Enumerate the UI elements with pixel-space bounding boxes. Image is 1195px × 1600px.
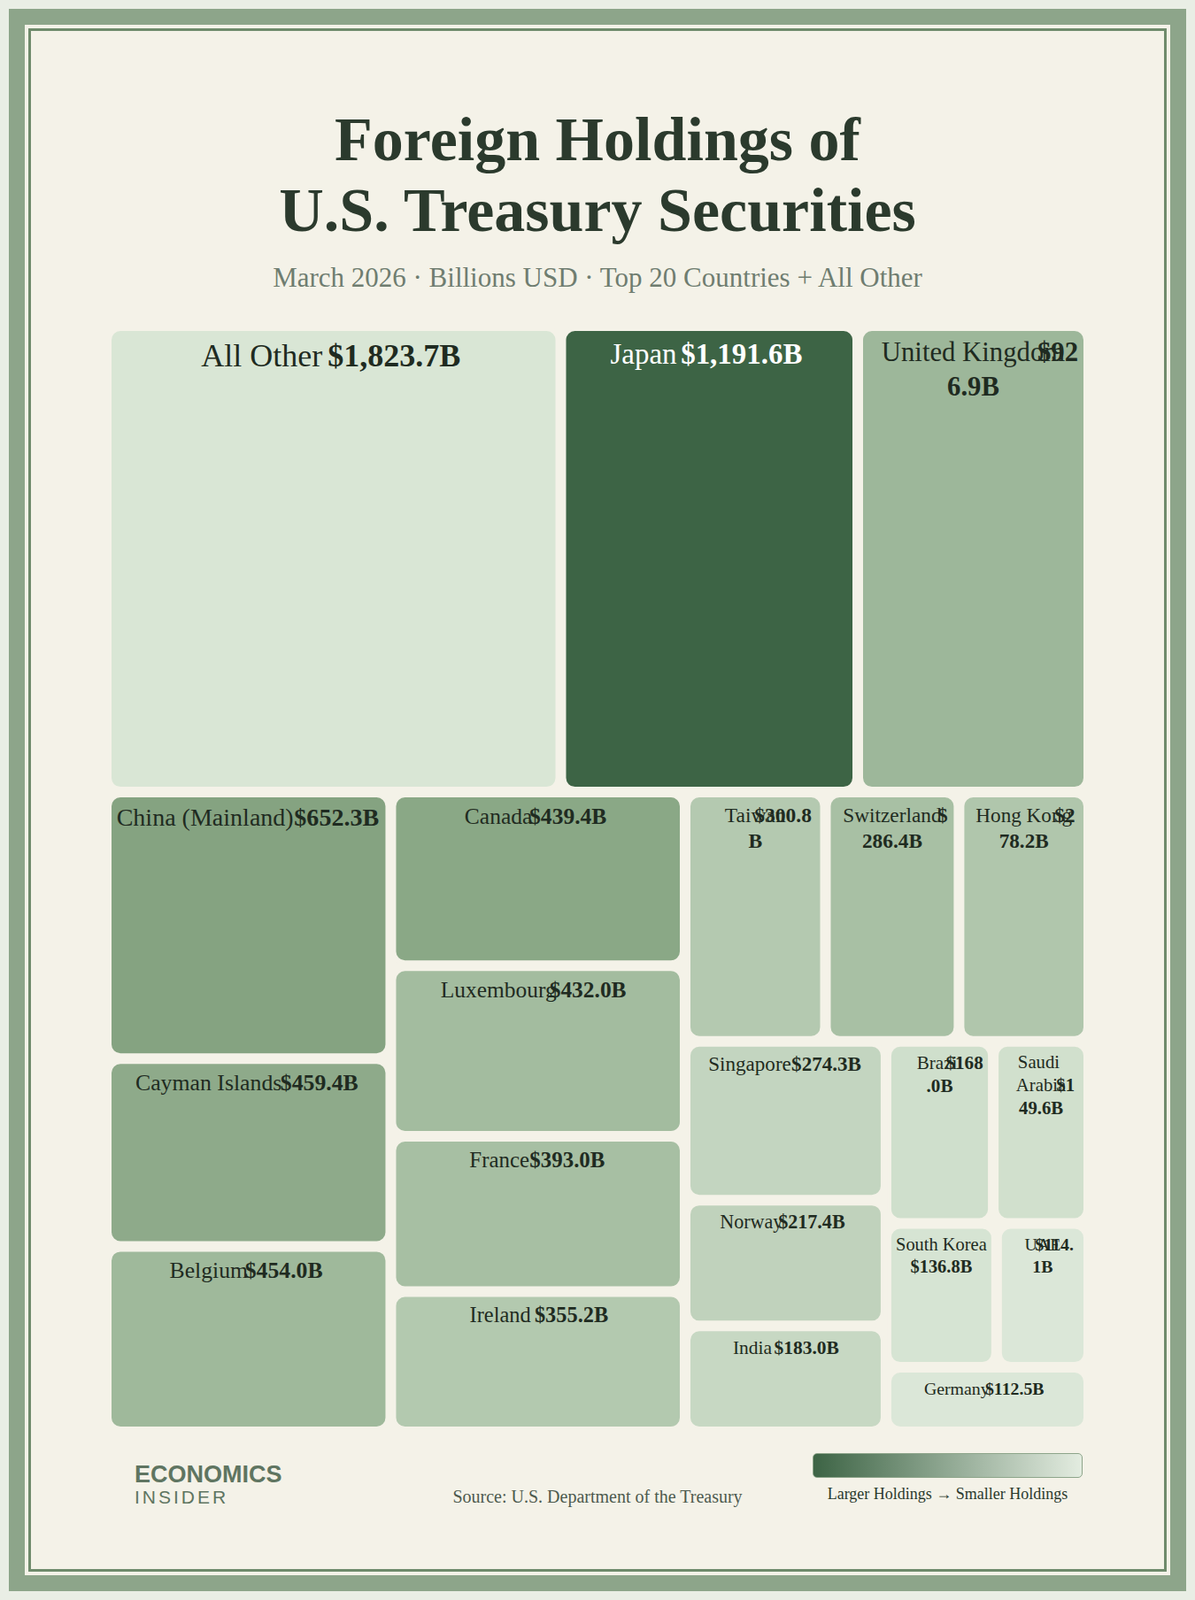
svg-text:Singapore: Singapore [708, 1052, 792, 1076]
svg-text:49.6B: 49.6B [1018, 1098, 1064, 1118]
svg-text:$: $ [937, 803, 949, 827]
html-text:March 2026 · Billions USD · To: March 2026 · Billions USD · Top 20 Count… [272, 262, 923, 293]
svg-text:South Korea: South Korea [895, 1234, 987, 1255]
html-text:ECONOMICS: ECONOMICS [134, 1461, 282, 1488]
svg-text:$355.2B: $355.2B [534, 1302, 609, 1327]
svg-text:$183.0B: $183.0B [774, 1337, 840, 1359]
svg-text:$274.3B: $274.3B [791, 1052, 862, 1076]
svg-text:6.9B: 6.9B [947, 371, 1000, 402]
svg-text:Japan: Japan [610, 338, 678, 371]
svg-text:$454.0B: $454.0B [245, 1257, 324, 1284]
svg-text:$168: $168 [946, 1052, 984, 1074]
svg-text:Belgium: Belgium [169, 1257, 248, 1284]
svg-text:$1: $1 [1056, 1075, 1075, 1095]
svg-text:United Kingdom: United Kingdom [881, 337, 1066, 368]
svg-text:$92: $92 [1037, 337, 1079, 368]
svg-text:Ireland: Ireland [470, 1302, 532, 1327]
svg-text:$1,191.6B: $1,191.6B [680, 338, 802, 371]
svg-text:1B: 1B [1032, 1256, 1053, 1277]
svg-text:$439.4B: $439.4B [529, 803, 607, 830]
svg-text:.0B: .0B [926, 1075, 954, 1097]
html-text:Foreign Holdings of U.S. Treas: Foreign Holdings of U.S. Treasury Securi… [279, 105, 916, 245]
svg-text:$652.3B: $652.3B [293, 803, 379, 832]
svg-text:$112.5B: $112.5B [985, 1379, 1045, 1399]
svg-text:78.2B: 78.2B [999, 829, 1049, 853]
svg-text:$217.4B: $217.4B [778, 1210, 846, 1234]
svg-text:China (Mainland): China (Mainland) [116, 803, 294, 832]
svg-text:Brazil: Brazil [916, 1052, 963, 1074]
svg-text:$459.4B: $459.4B [280, 1070, 359, 1096]
svg-text:India: India [732, 1337, 773, 1359]
html-text:Source: U.S. Department of the: Source: U.S. Department of the Treasury [452, 1487, 743, 1507]
svg-text:$1,823.7B: $1,823.7B [327, 338, 461, 374]
html-text:Larger Holdings → Smaller Hold: Larger Holdings → Smaller Holdings [827, 1485, 1068, 1504]
svg-text:Saudi: Saudi [1017, 1052, 1064, 1072]
svg-text:Norway: Norway [719, 1210, 783, 1234]
svg-text:Luxembourg: Luxembourg [440, 977, 557, 1003]
svg-text:286.4B: 286.4B [862, 829, 923, 853]
svg-text:Germany: Germany [924, 1379, 990, 1399]
svg-text:Arabia: Arabia [1016, 1075, 1066, 1095]
svg-text:$393.0B: $393.0B [529, 1148, 605, 1172]
svg-text:B: B [747, 829, 763, 853]
svg-text:$2: $2 [1054, 803, 1075, 827]
svg-text:Canada: Canada [464, 803, 533, 830]
svg-text:$114.: $114. [1034, 1234, 1074, 1255]
svg-text:$432.0B: $432.0B [549, 977, 627, 1003]
html-text:INSIDER: INSIDER [134, 1487, 229, 1508]
svg-text:Switzerland: Switzerland [842, 803, 942, 827]
svg-text:France: France [469, 1148, 530, 1172]
svg-text:All Other: All Other [200, 338, 323, 374]
svg-text:$300.8: $300.8 [754, 803, 812, 827]
svg-text:$136.8B: $136.8B [909, 1256, 972, 1277]
svg-text:Cayman Islands: Cayman Islands [135, 1070, 282, 1096]
svg-text:Hong Kong: Hong Kong [975, 803, 1073, 827]
